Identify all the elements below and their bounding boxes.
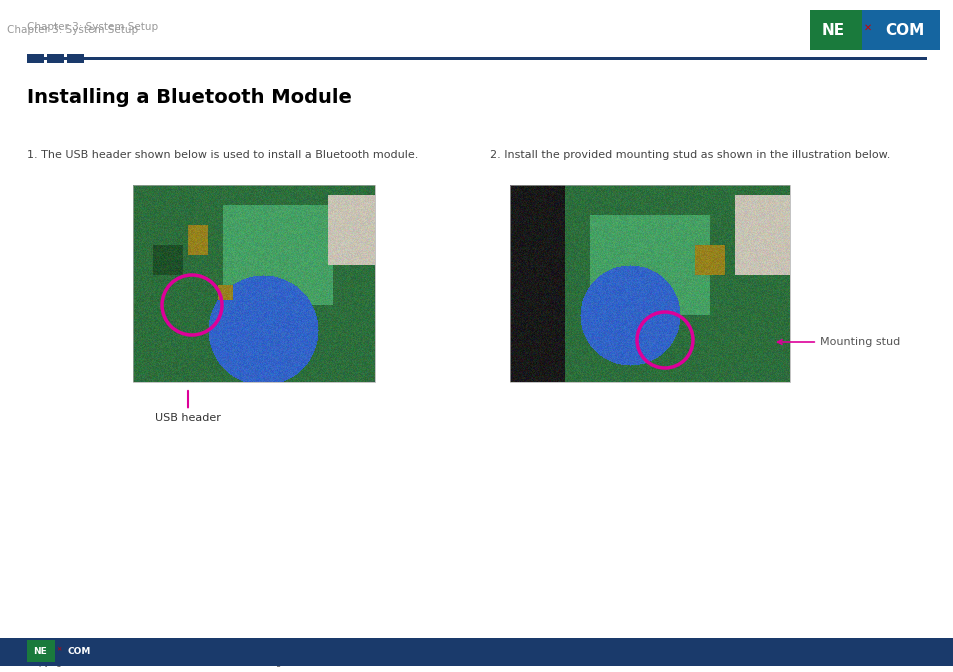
Text: NE: NE <box>32 647 47 656</box>
Text: ✕: ✕ <box>863 23 871 33</box>
Text: Copyright © 2011 Nexcom International Co., Ltd. All Rights Reserved: Copyright © 2011 Nexcom International Co… <box>27 658 340 667</box>
Bar <box>809 10 862 50</box>
Bar <box>0 638 953 666</box>
Bar <box>132 185 375 382</box>
Text: COM: COM <box>884 24 923 38</box>
Text: 38: 38 <box>471 658 482 667</box>
Text: ✕: ✕ <box>56 647 61 653</box>
Text: Installing a Bluetooth Module: Installing a Bluetooth Module <box>27 88 352 107</box>
Bar <box>67 54 84 63</box>
Bar <box>27 57 926 60</box>
Bar <box>510 185 789 382</box>
Bar <box>862 10 939 50</box>
Text: VTC 6201 Series User Manual: VTC 6201 Series User Manual <box>793 658 926 667</box>
Bar <box>27 640 55 662</box>
Text: COM: COM <box>68 647 91 656</box>
Text: Chapter 3: System Setup: Chapter 3: System Setup <box>27 22 158 32</box>
Bar <box>47 54 64 63</box>
Text: 2. Install the provided mounting stud as shown in the illustration below.: 2. Install the provided mounting stud as… <box>490 150 889 160</box>
Bar <box>27 54 44 63</box>
Text: USB header: USB header <box>155 391 221 423</box>
Text: Mounting stud: Mounting stud <box>777 337 900 347</box>
Bar <box>55 640 97 662</box>
Text: NE: NE <box>821 24 844 38</box>
Text: Chapter 3: System Setup: Chapter 3: System Setup <box>8 25 138 35</box>
Text: 1. The USB header shown below is used to install a Bluetooth module.: 1. The USB header shown below is used to… <box>27 150 418 160</box>
